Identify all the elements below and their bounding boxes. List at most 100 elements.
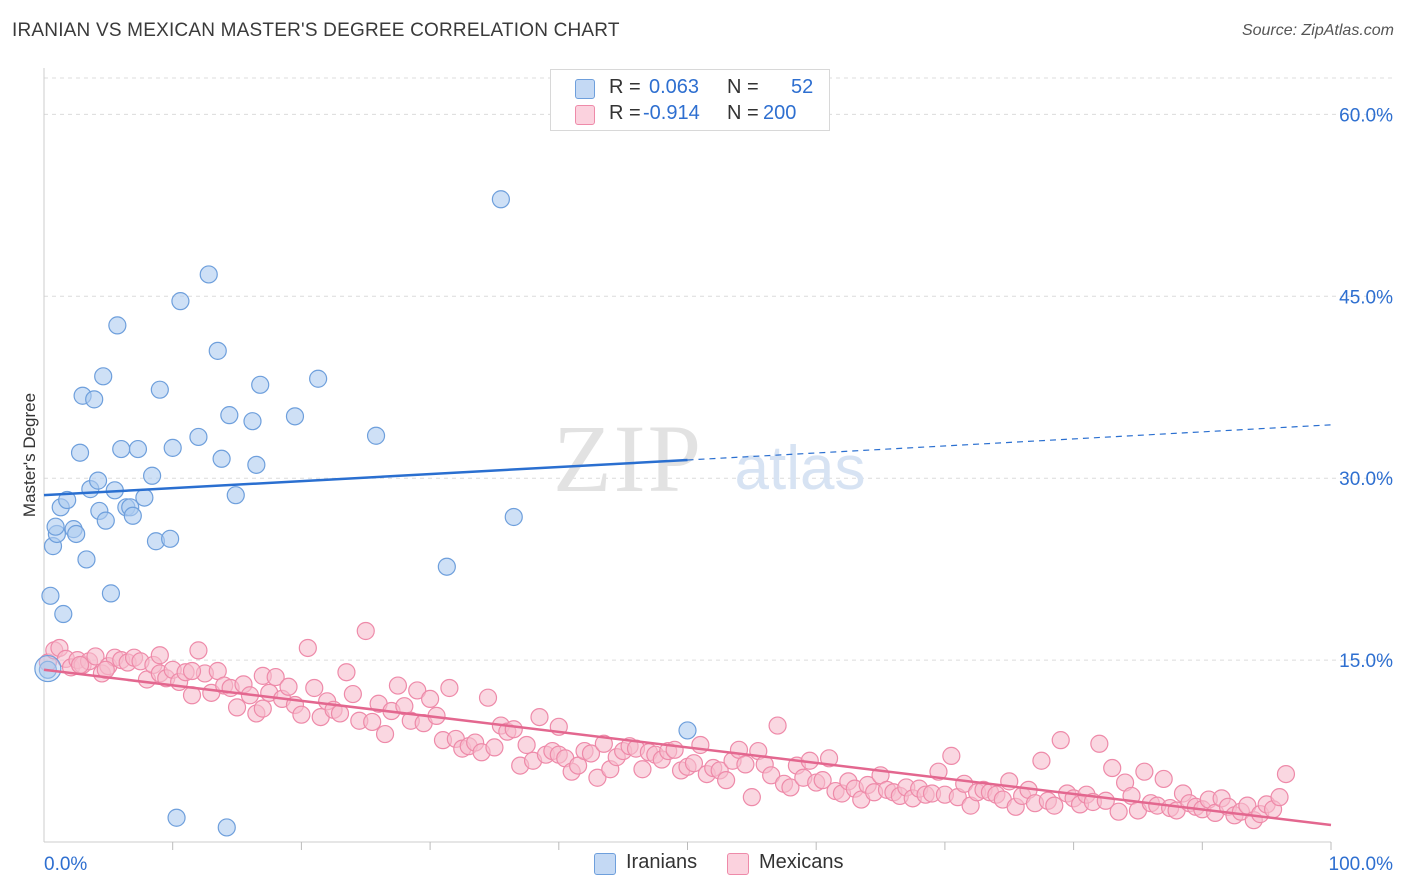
mexican-point (1090, 734, 1109, 753)
iranian-point (128, 439, 148, 459)
iranian-point (437, 557, 456, 576)
mexican-point (530, 707, 549, 727)
iranian-point (123, 506, 142, 525)
iranian-point (217, 818, 236, 837)
mexican-point (762, 766, 781, 785)
iranian-point (135, 488, 154, 507)
iranian-point (189, 427, 208, 447)
mexican-point (588, 768, 607, 787)
mexican-point (1051, 731, 1070, 750)
legend-n-value: 200 (763, 102, 797, 124)
iranian-point (96, 511, 115, 530)
mexican-point (1045, 796, 1064, 815)
legend-swatch-iranians (575, 79, 595, 99)
mexican-point (813, 771, 832, 790)
mexican-point (408, 681, 427, 700)
mexican-point (768, 716, 787, 735)
mexican-point (1135, 762, 1154, 781)
mexican-point (1103, 758, 1122, 778)
iranian-point (41, 586, 60, 605)
iranian-point (285, 407, 305, 426)
mexican-trend-line (43, 668, 1332, 827)
mexican-point (517, 735, 536, 755)
iranian-point (161, 529, 180, 548)
mexican-point (581, 744, 601, 763)
source-label: Source: ZipAtlas.com (1241, 22, 1394, 39)
y-tick-label: 60.0% (1339, 105, 1393, 126)
mexican-point (330, 704, 350, 723)
iranian-point (108, 316, 127, 335)
bottom-legend-swatch-mexicans (727, 853, 749, 875)
y-tick-label: 15.0% (1339, 651, 1393, 672)
legend-n-label: N = (727, 102, 759, 124)
mexican-point (742, 788, 761, 807)
legend-n-label: N = (727, 76, 759, 98)
iranian-point (77, 550, 96, 569)
iranian-point (243, 412, 262, 431)
mexican-point (356, 621, 375, 641)
mexican-point (421, 689, 440, 709)
iranian-point (112, 439, 131, 459)
x-tick-label-max: 100.0% (1329, 854, 1394, 875)
legend-n-value: 52 (791, 76, 814, 98)
mexican-point (227, 698, 247, 717)
mexican-point (1276, 764, 1296, 784)
iranian-point (366, 426, 386, 445)
mexican-point (279, 677, 298, 696)
legend-r-label: R = (609, 102, 641, 124)
iranian-point (208, 341, 227, 360)
iranian-point (251, 375, 270, 394)
mexican-point (594, 734, 613, 753)
mexican-point (375, 724, 395, 744)
watermark-atlas: atlas (735, 434, 866, 503)
iranian-point (70, 443, 90, 462)
iranian-trend-line (43, 458, 688, 497)
iranian-point (67, 524, 86, 544)
mexican-point (70, 655, 90, 675)
y-axis-label: Master's Degree (20, 393, 39, 517)
mexican-point (253, 699, 272, 718)
mexican-point (189, 641, 208, 660)
iranian-point (46, 517, 65, 536)
iranian-point (199, 265, 218, 284)
mexican-point (1270, 788, 1289, 807)
mexican-point (1109, 802, 1128, 821)
mexican-point (633, 760, 652, 779)
mexican-point (305, 678, 324, 698)
iranian-point (101, 584, 121, 603)
mexican-point (1032, 751, 1051, 770)
iranian-point (491, 190, 510, 209)
iranian-point (247, 455, 266, 474)
mexican-point (182, 661, 202, 681)
x-tick-label-min: 0.0% (44, 854, 87, 875)
watermark-zip: ZIP (553, 405, 703, 512)
mexican-point (337, 663, 356, 682)
mexican-point (485, 738, 504, 757)
mexican-point (717, 771, 736, 790)
y-tick-label: 45.0% (1339, 287, 1393, 308)
iranian-point (54, 604, 73, 624)
iranian-point (163, 438, 182, 457)
mexican-point (266, 667, 285, 687)
mexican-point (504, 720, 523, 739)
correlation-legend: R = 0.063 N = 52 R = -0.914 N = 200 (550, 69, 830, 131)
iranian-point (226, 486, 245, 505)
legend-r-value: 0.063 (649, 76, 700, 98)
iranian-point-large (34, 654, 62, 683)
mexican-point (343, 684, 362, 704)
iranian-point (94, 367, 113, 386)
y-tick-label: 30.0% (1339, 469, 1393, 490)
mexican-point (363, 712, 382, 732)
bottom-legend-label-mexicans: Mexicans (759, 851, 844, 873)
chart-title: IRANIAN VS MEXICAN MASTER'S DEGREE CORRE… (12, 20, 620, 41)
bottom-legend-swatch-iranians (594, 853, 616, 875)
mexican-point (388, 676, 408, 695)
bottom-legend-label-iranians: Iranians (626, 851, 698, 873)
mexican-point (292, 705, 311, 724)
mexican-point (819, 749, 839, 768)
legend-r-label: R = (609, 76, 641, 98)
mexican-point (736, 755, 755, 774)
iranian-point (220, 406, 239, 425)
mexican-point (781, 778, 800, 797)
